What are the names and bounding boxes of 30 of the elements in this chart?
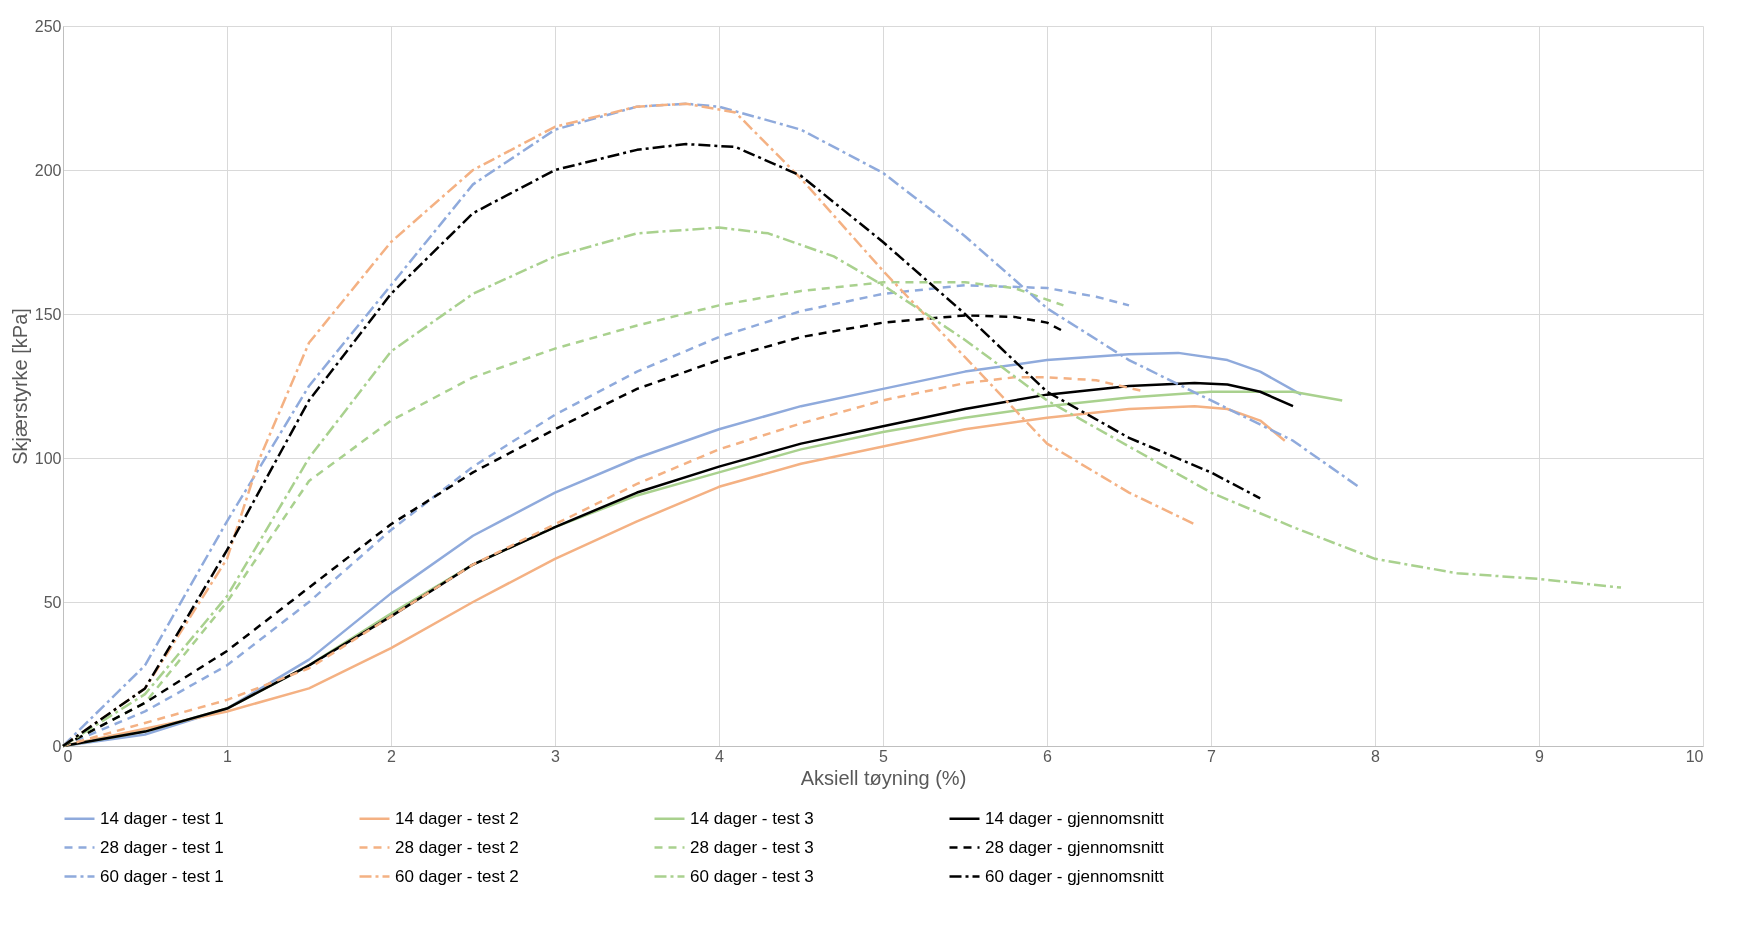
legend-label: 14 dager - gjennomsnitt bbox=[985, 808, 1164, 828]
x-tick-label: 10 bbox=[1685, 747, 1704, 765]
legend-label: 60 dager - gjennomsnitt bbox=[985, 866, 1164, 886]
x-tick-label: 9 bbox=[1535, 747, 1545, 765]
y-tick-label: 250 bbox=[34, 17, 62, 35]
x-tick-label: 0 bbox=[63, 747, 73, 765]
legend-label: 14 dager - test 1 bbox=[100, 808, 224, 828]
y-tick-label: 200 bbox=[34, 161, 62, 179]
x-tick-label: 2 bbox=[387, 747, 397, 765]
legend-label: 14 dager - test 2 bbox=[395, 808, 519, 828]
x-tick-label: 5 bbox=[879, 747, 889, 765]
y-tick-label: 100 bbox=[34, 449, 62, 467]
y-tick-label: 150 bbox=[34, 305, 62, 323]
x-tick-label: 8 bbox=[1371, 747, 1381, 765]
legend-label: 60 dager - test 3 bbox=[690, 866, 814, 886]
legend-label: 28 dager - test 1 bbox=[100, 837, 224, 857]
x-tick-label: 7 bbox=[1207, 747, 1217, 765]
x-tick-label: 6 bbox=[1043, 747, 1053, 765]
legend-label: 28 dager - test 2 bbox=[395, 837, 519, 857]
x-tick-label: 3 bbox=[551, 747, 561, 765]
legend-label: 60 dager - test 2 bbox=[395, 866, 519, 886]
x-tick-label: 1 bbox=[223, 747, 233, 765]
y-tick-label: 50 bbox=[43, 593, 62, 611]
y-axis-title: Skjærstyrke [kPa] bbox=[8, 308, 31, 465]
legend-label: 28 dager - test 3 bbox=[690, 837, 814, 857]
legend-label: 28 dager - gjennomsnitt bbox=[985, 837, 1164, 857]
x-tick-label: 4 bbox=[715, 747, 725, 765]
x-axis-title: Aksiell tøyning (%) bbox=[800, 766, 967, 789]
legend-label: 14 dager - test 3 bbox=[690, 808, 814, 828]
legend-label: 60 dager - test 1 bbox=[100, 866, 224, 886]
